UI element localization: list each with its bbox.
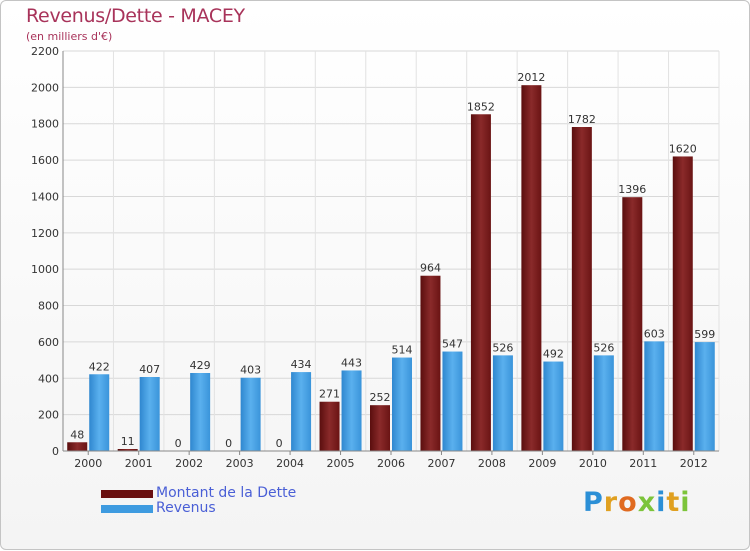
bar-revenus bbox=[694, 342, 715, 451]
y-tick-label: 400 bbox=[38, 372, 59, 385]
x-tick-label: 2012 bbox=[680, 457, 708, 470]
y-tick-label: 1400 bbox=[31, 190, 59, 203]
data-label-revenus: 434 bbox=[291, 358, 312, 371]
y-tick-label: 1800 bbox=[31, 118, 59, 131]
data-label-revenus: 603 bbox=[644, 327, 665, 340]
bar-revenus bbox=[492, 355, 513, 451]
chart-subtitle: (en milliers d'€) bbox=[26, 30, 113, 43]
y-tick-label: 1000 bbox=[31, 263, 59, 276]
data-label-debt: 1782 bbox=[568, 113, 596, 126]
data-label-revenus: 407 bbox=[139, 363, 160, 376]
bar-revenus bbox=[341, 370, 362, 451]
data-label-revenus: 526 bbox=[593, 341, 614, 354]
data-label-debt: 11 bbox=[121, 435, 135, 448]
data-label-debt: 2012 bbox=[517, 71, 545, 84]
y-tick-label: 0 bbox=[52, 445, 59, 458]
data-label-revenus: 429 bbox=[190, 359, 211, 372]
data-label-revenus: 514 bbox=[392, 344, 413, 357]
y-tick-label: 1600 bbox=[31, 154, 59, 167]
bar-revenus bbox=[190, 373, 211, 451]
y-tick-label: 600 bbox=[38, 336, 59, 349]
data-label-debt: 1396 bbox=[618, 183, 646, 196]
bar-revenus bbox=[543, 361, 564, 451]
data-label-debt: 271 bbox=[319, 388, 340, 401]
y-tick-label: 1200 bbox=[31, 227, 59, 240]
x-tick-label: 2006 bbox=[377, 457, 405, 470]
bar-debt bbox=[117, 449, 138, 451]
bar-debt bbox=[370, 405, 390, 451]
legend-label-debt: Montant de la Dette bbox=[156, 485, 297, 501]
data-label-revenus: 492 bbox=[543, 348, 564, 361]
data-label-debt: 1852 bbox=[467, 100, 495, 113]
x-tick-label: 2007 bbox=[427, 457, 455, 470]
x-tick-label: 2002 bbox=[175, 457, 203, 470]
x-tick-label: 2005 bbox=[327, 457, 355, 470]
data-label-revenus: 443 bbox=[341, 356, 362, 369]
bar-revenus bbox=[240, 377, 261, 451]
y-tick-label: 200 bbox=[38, 409, 59, 422]
x-tick-label: 2010 bbox=[579, 457, 607, 470]
data-label-revenus: 403 bbox=[240, 364, 261, 377]
bar-revenus bbox=[442, 351, 463, 451]
y-tick-label: 2000 bbox=[31, 81, 59, 94]
data-label-revenus: 599 bbox=[694, 328, 715, 341]
bar-debt bbox=[470, 114, 491, 451]
y-tick-label: 2200 bbox=[31, 45, 59, 58]
data-label-revenus: 526 bbox=[492, 341, 513, 354]
bar-revenus bbox=[392, 357, 412, 451]
data-label-revenus: 422 bbox=[89, 360, 110, 373]
bar-debt bbox=[672, 156, 693, 452]
x-tick-label: 2008 bbox=[478, 457, 506, 470]
bar-revenus bbox=[644, 341, 665, 451]
bar-debt bbox=[420, 275, 441, 451]
x-tick-label: 2011 bbox=[629, 457, 657, 470]
x-tick-label: 2003 bbox=[226, 457, 254, 470]
data-label-debt: 0 bbox=[225, 437, 232, 450]
x-tick-label: 2009 bbox=[528, 457, 556, 470]
legend-label-revenus: Revenus bbox=[156, 500, 216, 516]
data-label-debt: 964 bbox=[420, 262, 441, 275]
x-tick-label: 2004 bbox=[276, 457, 304, 470]
bar-debt bbox=[319, 401, 340, 451]
legend-swatch-revenus bbox=[101, 505, 153, 513]
data-label-debt: 0 bbox=[175, 437, 182, 450]
data-label-revenus: 547 bbox=[442, 338, 463, 351]
bar-debt bbox=[521, 85, 542, 451]
data-label-debt: 48 bbox=[70, 428, 84, 441]
bar-revenus bbox=[291, 372, 312, 451]
bar-debt bbox=[571, 127, 592, 451]
x-tick-label: 2000 bbox=[74, 457, 102, 470]
legend-swatch-debt bbox=[101, 490, 153, 498]
x-tick-label: 2001 bbox=[125, 457, 153, 470]
data-label-debt: 0 bbox=[276, 437, 283, 450]
bar-revenus bbox=[89, 374, 110, 451]
data-label-debt: 252 bbox=[370, 391, 391, 404]
bar-debt bbox=[67, 442, 88, 451]
y-tick-label: 800 bbox=[38, 300, 59, 313]
chart-title: Revenus/Dette - MACEY bbox=[26, 5, 245, 27]
bar-revenus bbox=[593, 355, 614, 451]
data-label-debt: 1620 bbox=[669, 142, 697, 155]
bar-revenus bbox=[139, 377, 160, 451]
bar-debt bbox=[622, 197, 643, 451]
proxiti-logo: Proxiti bbox=[583, 487, 691, 518]
